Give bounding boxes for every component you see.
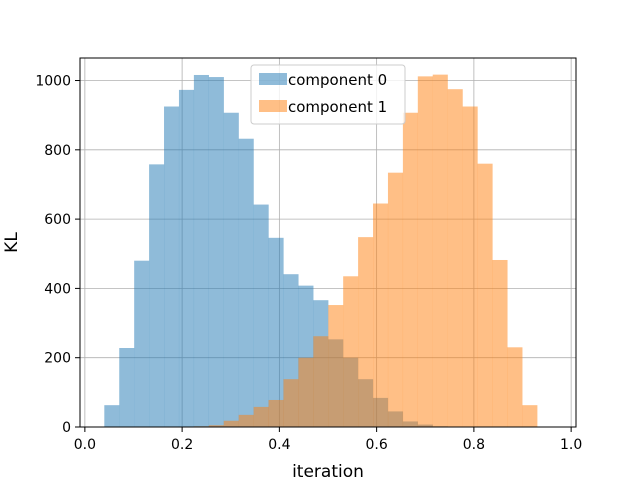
x-tick-label: 0.4	[268, 437, 290, 453]
histogram-bar	[298, 357, 314, 427]
histogram-bar	[238, 414, 254, 427]
histogram-bar	[253, 204, 269, 427]
y-tick-label: 1000	[35, 74, 71, 90]
histogram-bar	[119, 348, 135, 427]
legend: component 0 component 1	[250, 64, 406, 125]
histogram-bar	[373, 203, 389, 427]
histogram-bar	[283, 379, 299, 427]
histogram-bar	[477, 163, 493, 427]
y-tick-label: 200	[44, 351, 71, 367]
histogram-bar	[462, 106, 478, 427]
histogram-bar	[313, 336, 329, 427]
histogram-bar	[178, 89, 195, 428]
histogram-bar	[492, 259, 508, 427]
x-tick-label: 0.0	[74, 437, 96, 453]
histogram-bar	[358, 237, 374, 427]
legend-swatch	[259, 73, 287, 85]
y-tick-label: 800	[44, 143, 71, 159]
x-tick-label: 0.6	[365, 437, 387, 453]
histogram-bar	[149, 164, 165, 427]
y-tick-label: 600	[44, 212, 71, 228]
histogram-bar	[328, 305, 344, 427]
histogram-bar	[343, 276, 359, 427]
y-axis: 0 200 400 600 800 1000	[35, 74, 80, 436]
histogram-bar	[268, 399, 284, 427]
legend-swatch	[259, 100, 287, 112]
y-tick-label: 400	[44, 281, 71, 297]
legend-label: component 0	[288, 71, 387, 89]
legend-box	[250, 64, 406, 125]
plot-frame	[79, 57, 577, 428]
histogram-bar	[104, 405, 120, 427]
histogram-bar	[402, 112, 418, 428]
histogram-bar	[164, 106, 180, 427]
y-axis-label: KL	[2, 232, 22, 253]
y-tick-label: 0	[62, 420, 71, 436]
histogram-bar	[507, 347, 523, 427]
histogram-bar	[417, 76, 433, 428]
bars	[104, 74, 538, 428]
x-tick-label: 1.0	[560, 437, 582, 453]
histogram-bar	[193, 74, 209, 427]
histogram-bar	[387, 172, 404, 427]
histogram-bar	[134, 260, 150, 427]
histogram-bar	[223, 420, 239, 427]
histogram-bar	[208, 425, 224, 427]
histogram-bar	[432, 74, 448, 428]
legend-label: component 1	[288, 98, 387, 116]
x-tick-label: 0.2	[171, 437, 193, 453]
x-axis: 0.0 0.2 0.4 0.6 0.8 1.0	[74, 427, 582, 453]
histogram-bar	[208, 77, 224, 427]
series-1	[178, 74, 538, 428]
histogram-bar	[253, 406, 269, 427]
histogram-bar	[238, 138, 254, 427]
x-tick-label: 0.8	[463, 437, 485, 453]
histogram-bar	[447, 89, 463, 427]
x-axis-label: iteration	[292, 462, 364, 480]
histogram-bar	[522, 405, 538, 427]
histogram-bar	[268, 237, 284, 427]
histogram-bar	[223, 112, 239, 428]
